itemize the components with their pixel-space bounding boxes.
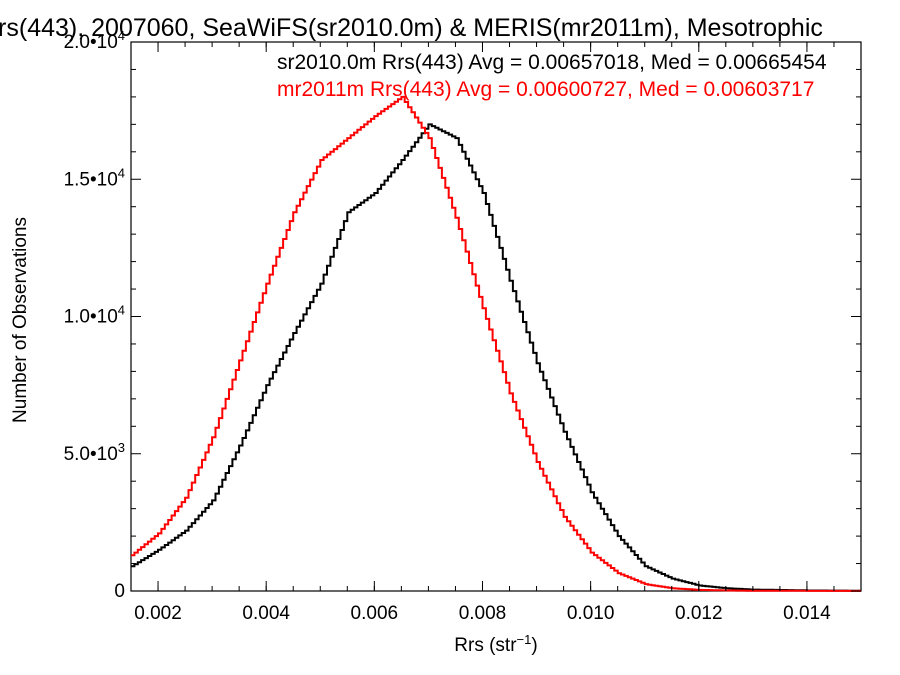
x-axis-ticks: 0.002 0.004 0.006 0.008 0.010 0.012 0.014 — [130, 42, 835, 624]
legend-entry-mrrs: mr2011m Rrs(443) Avg = 0.00600727, Med =… — [277, 78, 814, 101]
y-tick-label: 0 — [114, 581, 125, 602]
y-tick-label: 1.0•104 — [64, 303, 125, 328]
x-axis-label: Rrs (str−1) — [454, 632, 537, 656]
series-line-0 — [131, 123, 861, 592]
y-tick-label-base: 5.0•10 — [64, 444, 118, 465]
y-tick-label-base: 0 — [114, 581, 125, 602]
y-tick-label-exponent: 4 — [118, 165, 125, 180]
y-tick-label: 2.0•104 — [64, 28, 125, 53]
plot-frame — [130, 41, 862, 592]
x-tick-label: 0.014 — [783, 603, 831, 624]
y-tick-label-base: 2.0•10 — [64, 32, 118, 53]
x-tick-label: 0.006 — [351, 603, 399, 624]
x-tick-label: 0.004 — [242, 603, 290, 624]
x-tick-label: 0.002 — [134, 603, 182, 624]
x-tick-label: 0.008 — [459, 603, 507, 624]
x-axis-label-close: ) — [531, 635, 537, 656]
y-axis-label: Number of Observations — [10, 217, 31, 423]
y-tick-label-exponent: 3 — [118, 440, 125, 455]
y-tick-label: 5.0•103 — [64, 440, 125, 465]
x-axis-label-text: Rrs (str — [454, 635, 517, 656]
x-tick-label: 0.012 — [675, 603, 723, 624]
x-axis-label-superscript: −1 — [517, 632, 532, 647]
y-tick-label-base: 1.5•10 — [64, 169, 118, 190]
y-tick-label-exponent: 4 — [118, 303, 125, 318]
x-tick-label: 0.010 — [567, 603, 615, 624]
chart-title: Rrs(443), 2007060, SeaWiFS(sr2010.0m) & … — [0, 14, 823, 42]
plot-border — [130, 41, 862, 592]
series-layer — [131, 95, 861, 592]
series-line-1 — [131, 95, 861, 592]
y-tick-label-base: 1.0•10 — [64, 307, 118, 328]
legend-entry-srrs: sr2010.0m Rrs(443) Avg = 0.00657018, Med… — [277, 51, 827, 74]
y-tick-label: 1.5•104 — [64, 165, 125, 190]
y-tick-label-exponent: 4 — [118, 28, 125, 43]
